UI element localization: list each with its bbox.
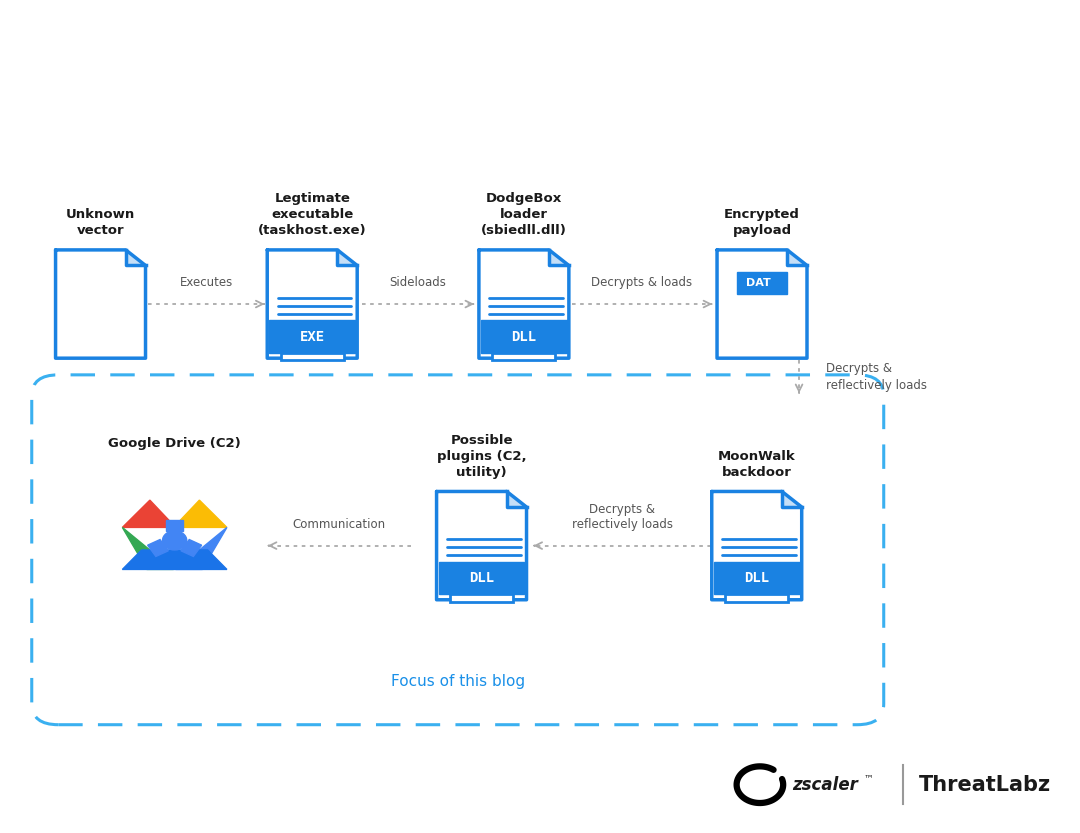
Polygon shape <box>166 520 183 531</box>
FancyBboxPatch shape <box>31 375 883 725</box>
Text: DodgeBox
loader
(sbiedll.dll): DodgeBox loader (sbiedll.dll) <box>481 192 567 237</box>
Text: Sideloads: Sideloads <box>390 276 446 289</box>
Text: zscaler: zscaler <box>792 776 858 794</box>
Polygon shape <box>787 250 807 266</box>
FancyBboxPatch shape <box>492 353 555 361</box>
Polygon shape <box>176 527 227 570</box>
Text: EXE: EXE <box>299 330 325 343</box>
Polygon shape <box>712 491 801 600</box>
Polygon shape <box>55 250 146 358</box>
Text: DLL: DLL <box>744 571 769 585</box>
Text: ™: ™ <box>864 773 874 783</box>
FancyBboxPatch shape <box>481 321 567 353</box>
Text: Unknown
vector: Unknown vector <box>66 208 135 237</box>
Polygon shape <box>717 250 807 358</box>
FancyBboxPatch shape <box>269 321 355 353</box>
FancyBboxPatch shape <box>281 353 343 361</box>
Polygon shape <box>174 500 227 527</box>
Polygon shape <box>478 250 569 358</box>
Polygon shape <box>507 491 527 507</box>
Polygon shape <box>782 491 801 507</box>
Polygon shape <box>122 550 227 570</box>
Text: DAT: DAT <box>745 277 770 288</box>
Text: DLL: DLL <box>511 330 537 343</box>
FancyBboxPatch shape <box>450 595 513 602</box>
Text: Decrypts &
reflectively loads: Decrypts & reflectively loads <box>571 502 673 531</box>
Text: Possible
plugins (C2,
utility): Possible plugins (C2, utility) <box>436 434 526 479</box>
Polygon shape <box>122 527 174 570</box>
Polygon shape <box>122 500 176 527</box>
Polygon shape <box>267 250 357 358</box>
Text: MoonWalk
backdoor: MoonWalk backdoor <box>718 450 796 479</box>
Text: ThreatLabz: ThreatLabz <box>919 775 1051 795</box>
Text: Google Drive (C2): Google Drive (C2) <box>108 436 241 450</box>
Text: Communication: Communication <box>293 517 386 531</box>
Text: DLL: DLL <box>469 571 495 585</box>
Polygon shape <box>549 250 569 266</box>
Polygon shape <box>337 250 357 266</box>
FancyBboxPatch shape <box>438 562 525 595</box>
Polygon shape <box>125 250 146 266</box>
Text: Encrypted
payload: Encrypted payload <box>724 208 800 237</box>
Text: Executes: Executes <box>179 276 233 289</box>
Text: Decrypts & loads: Decrypts & loads <box>592 276 692 289</box>
Circle shape <box>162 531 187 550</box>
Polygon shape <box>148 540 168 556</box>
Text: Focus of this blog: Focus of this blog <box>391 674 525 689</box>
Polygon shape <box>436 491 527 600</box>
FancyBboxPatch shape <box>726 595 788 602</box>
FancyBboxPatch shape <box>738 272 786 294</box>
FancyBboxPatch shape <box>714 562 799 595</box>
Text: Decrypts &
reflectively loads: Decrypts & reflectively loads <box>825 362 927 392</box>
Text: Legtimate
executable
(taskhost.exe): Legtimate executable (taskhost.exe) <box>258 192 366 237</box>
Polygon shape <box>181 540 202 556</box>
